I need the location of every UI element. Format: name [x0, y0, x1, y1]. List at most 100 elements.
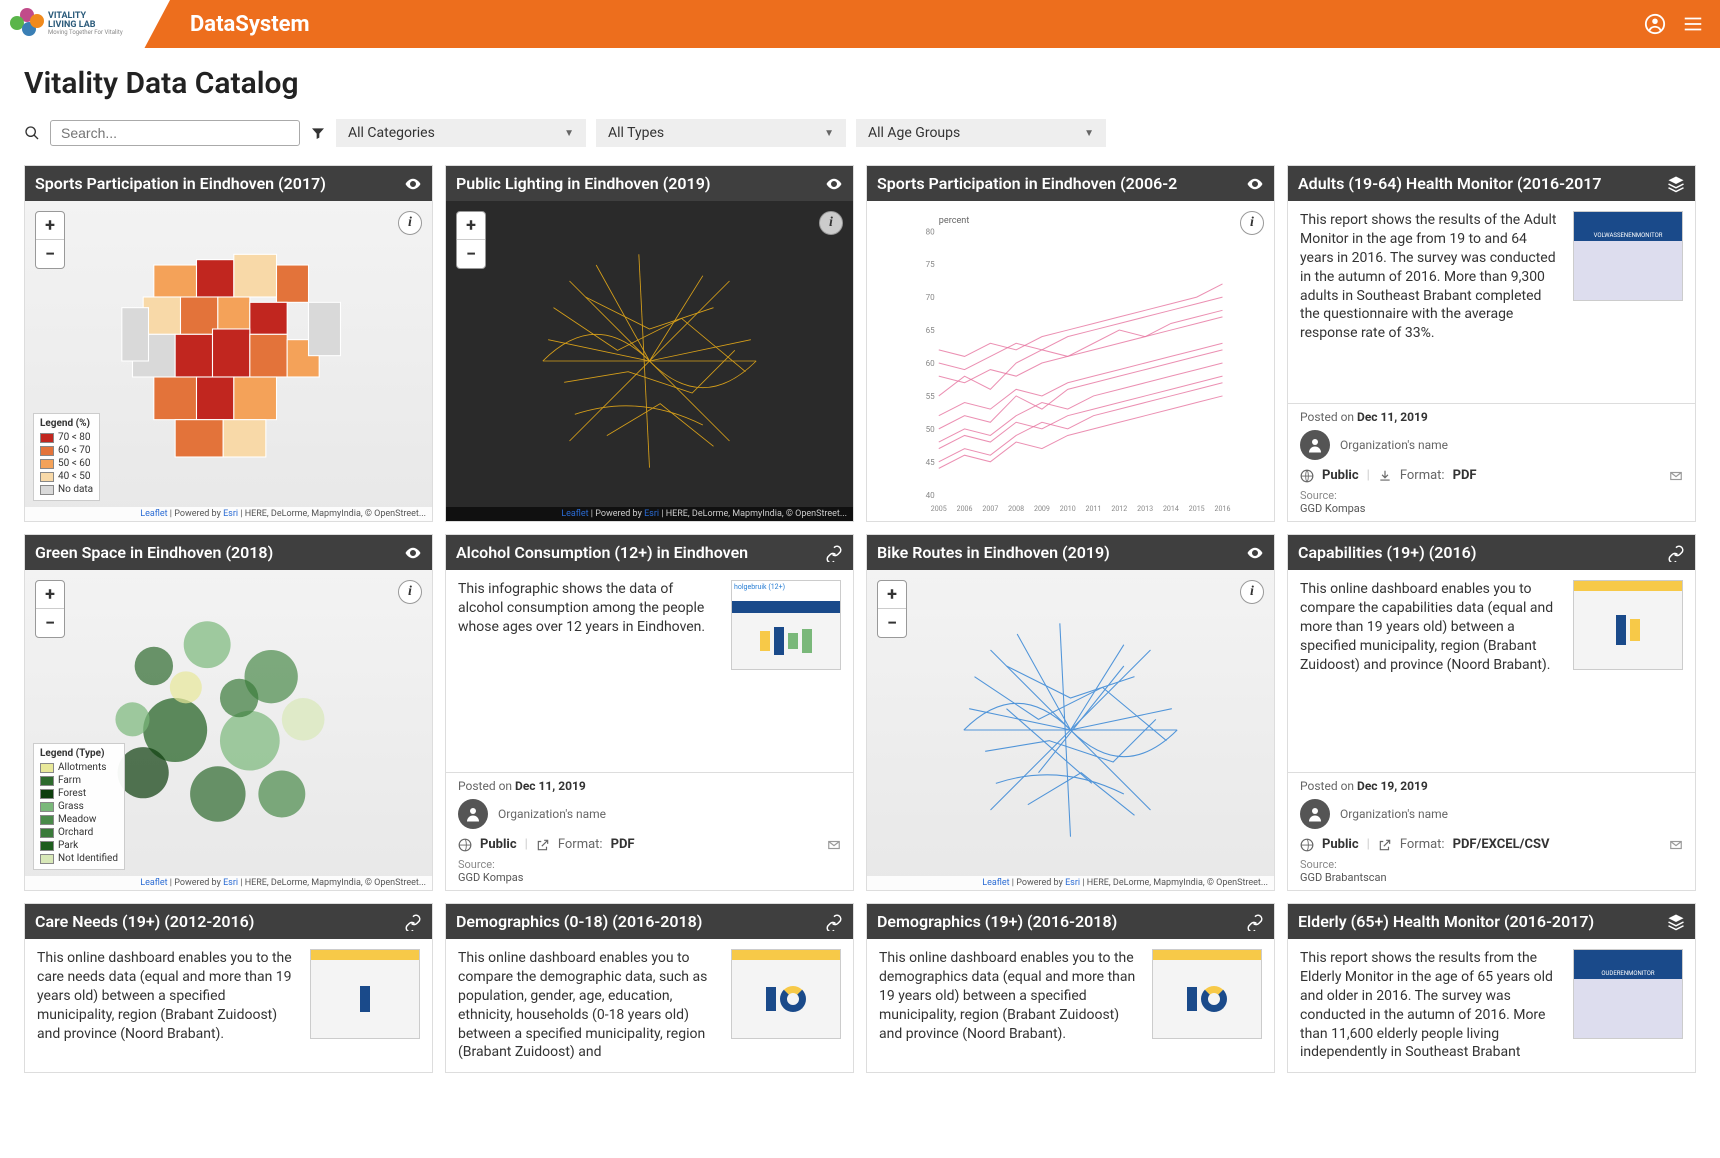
zoom-out-button[interactable]: − [36, 609, 64, 637]
card-sports-trend: Sports Participation in Eindhoven (2006-… [866, 165, 1275, 522]
card-description: This online dashboard enables you to com… [458, 949, 721, 1062]
category-dropdown[interactable]: All Categories▼ [336, 119, 586, 147]
chart-viewport: i percent4045505560657075802005200620072… [867, 201, 1274, 521]
card-description: This online dashboard enables you to the… [879, 949, 1142, 1062]
thumbnail: holgebruik (12+) [731, 580, 841, 670]
card-title: Sports Participation in Eindhoven (2006-… [877, 174, 1177, 193]
zoom-in-button[interactable]: + [36, 581, 64, 609]
svg-text:2009: 2009 [1034, 504, 1050, 513]
card-title: Demographics (0-18) (2016-2018) [456, 912, 702, 931]
card-description: This online dashboard enables you to the… [37, 949, 300, 1062]
card-bike-routes: Bike Routes in Eindhoven (2019) +− i [866, 534, 1275, 891]
eye-icon[interactable] [825, 175, 843, 193]
search-input[interactable] [50, 120, 300, 146]
svg-text:2014: 2014 [1163, 504, 1179, 513]
svg-text:70: 70 [926, 292, 936, 302]
card-description: This infographic shows the data of alcoh… [458, 580, 721, 762]
link-icon[interactable] [1667, 544, 1685, 562]
zoom-out-button[interactable]: − [36, 240, 64, 268]
card-adults-monitor: Adults (19-64) Health Monitor (2016-2017… [1287, 165, 1696, 522]
link-icon[interactable] [825, 913, 843, 931]
card-description: This report shows the results of the Adu… [1300, 211, 1563, 393]
info-button[interactable]: i [398, 580, 422, 604]
zoom-control: + − [35, 211, 65, 269]
card-description: This online dashboard enables you to com… [1300, 580, 1563, 762]
external-link-icon[interactable] [1378, 838, 1392, 852]
logo-text: VITALITYLIVING LAB Moving Together For V… [48, 12, 123, 36]
globe-icon [458, 838, 472, 852]
eye-icon[interactable] [404, 544, 422, 562]
mail-icon[interactable] [827, 838, 841, 852]
svg-text:60: 60 [926, 358, 936, 368]
avatar-icon [1300, 430, 1330, 460]
card-title: Alcohol Consumption (12+) in Eindhoven [456, 543, 748, 562]
info-button[interactable]: i [1240, 211, 1264, 235]
map-attribution: Leaflet | Powered by Esri | HERE, DeLorm… [446, 507, 853, 521]
map-viewport[interactable]: + − i Legend (%) 70 < 8060 < 7050 < 6040… [25, 201, 432, 521]
svg-text:2006: 2006 [957, 504, 973, 513]
page-title: Vitality Data Catalog [24, 66, 1696, 101]
svg-text:2007: 2007 [982, 504, 998, 513]
mail-icon[interactable] [1669, 838, 1683, 852]
card-sports-2017: Sports Participation in Eindhoven (2017) [24, 165, 433, 522]
svg-text:2015: 2015 [1189, 504, 1205, 513]
zoom-in-button[interactable]: + [36, 212, 64, 240]
info-button[interactable]: i [819, 211, 843, 235]
map-viewport[interactable]: +− i Legend (Type) AllotmentsFarmForestG… [25, 570, 432, 890]
map-viewport[interactable]: +− i Leaflet | Powered by Esri | HERE, D… [867, 570, 1274, 890]
card-title: Public Lighting in Eindhoven (2019) [456, 174, 710, 193]
card-lighting: Public Lighting in Eindhoven (2019) +− i [445, 165, 854, 522]
svg-text:55: 55 [926, 391, 936, 401]
eye-icon[interactable] [1246, 175, 1264, 193]
zoom-out-button[interactable]: − [457, 240, 485, 268]
link-icon[interactable] [404, 913, 422, 931]
card-title: Adults (19-64) Health Monitor (2016-2017 [1298, 174, 1602, 193]
svg-text:2012: 2012 [1111, 504, 1127, 513]
brand-title: DataSystem [190, 12, 310, 37]
eye-icon[interactable] [1246, 544, 1264, 562]
logo-dots [10, 8, 42, 40]
zoom-out-button[interactable]: − [878, 609, 906, 637]
stack-icon[interactable] [1667, 175, 1685, 193]
account-icon[interactable] [1644, 13, 1666, 35]
map-attribution: Leaflet | Powered by Esri | HERE, DeLorm… [867, 876, 1274, 890]
card-description: This report shows the results from the E… [1300, 949, 1563, 1062]
zoom-in-button[interactable]: + [878, 581, 906, 609]
map-viewport[interactable]: +− i Leaflet | Powered by Esri | HERE, D… [446, 201, 853, 521]
info-button[interactable]: i [1240, 580, 1264, 604]
svg-text:2016: 2016 [1215, 504, 1231, 513]
type-dropdown[interactable]: All Types▼ [596, 119, 846, 147]
mail-icon[interactable] [1669, 469, 1683, 483]
svg-text:2008: 2008 [1008, 504, 1024, 513]
external-link-icon[interactable] [536, 838, 550, 852]
search-icon[interactable] [24, 125, 40, 141]
stack-icon[interactable] [1667, 913, 1685, 931]
map-attribution: Leaflet | Powered by Esri | HERE, DeLorm… [25, 507, 432, 521]
menu-icon[interactable] [1682, 13, 1704, 35]
link-icon[interactable] [825, 544, 843, 562]
eye-icon[interactable] [404, 175, 422, 193]
org-name: Organization's name [1340, 438, 1448, 452]
thumbnail: VOLWASSENENMONITOR [1573, 211, 1683, 301]
age-dropdown[interactable]: All Age Groups▼ [856, 119, 1106, 147]
svg-text:2011: 2011 [1086, 504, 1102, 513]
card-title: Sports Participation in Eindhoven (2017) [35, 174, 326, 193]
link-icon[interactable] [1246, 913, 1264, 931]
globe-icon [1300, 469, 1314, 483]
info-button[interactable]: i [398, 211, 422, 235]
svg-text:80: 80 [926, 226, 936, 236]
card-demo-0-18: Demographics (0-18) (2016-2018) This onl… [445, 903, 854, 1073]
download-icon[interactable] [1378, 469, 1392, 483]
filter-icon[interactable] [310, 125, 326, 141]
map-legend: Legend (Type) AllotmentsFarmForestGrassM… [33, 743, 125, 870]
globe-icon [1300, 838, 1314, 852]
topbar: VITALITYLIVING LAB Moving Together For V… [0, 0, 1720, 48]
thumbnail [1573, 580, 1683, 670]
logo[interactable]: VITALITYLIVING LAB Moving Together For V… [0, 0, 170, 48]
card-grid: Sports Participation in Eindhoven (2017) [24, 165, 1696, 1073]
zoom-in-button[interactable]: + [457, 212, 485, 240]
card-meta: Posted on Dec 11, 2019 Organization's na… [1288, 403, 1695, 521]
svg-text:40: 40 [926, 490, 936, 500]
card-title: Demographics (19+) (2016-2018) [877, 912, 1117, 931]
card-title: Care Needs (19+) (2012-2016) [35, 912, 254, 931]
